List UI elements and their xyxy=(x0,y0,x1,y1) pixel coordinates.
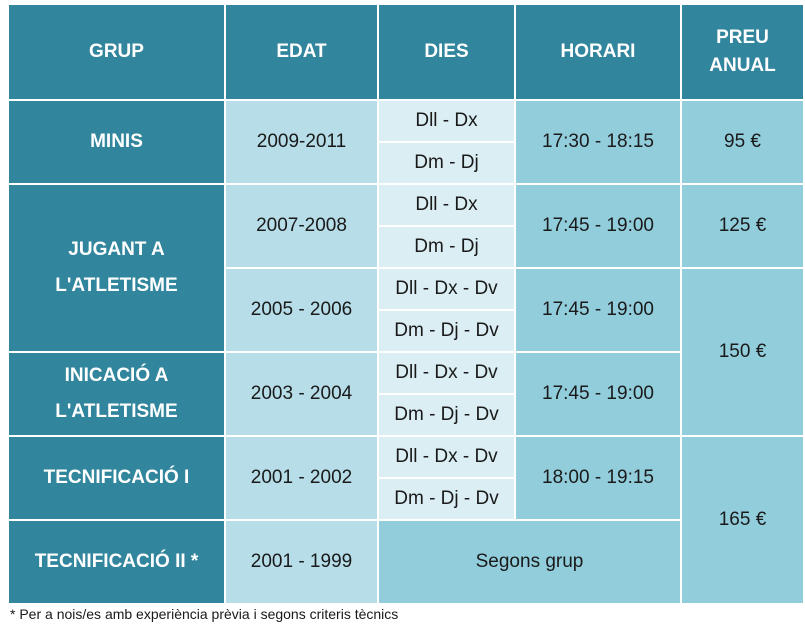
table-row: Dm - Dj - Dv xyxy=(8,309,804,353)
header-age: EDAT xyxy=(224,3,379,101)
table-row: Dm - Dj xyxy=(8,141,804,185)
days-minis-b: Dm - Dj xyxy=(377,141,516,185)
table-row: Dm - Dj - Dv xyxy=(8,393,804,437)
header-group: GRUP xyxy=(7,3,226,101)
age-jugant-2: 2005 - 2006 xyxy=(224,267,379,353)
group-tecnificacio-2: TECNIFICACIÓ II * xyxy=(7,519,226,605)
schedule-table: GRUP EDAT DIES HORARI PREU ANUAL MINIS 2… xyxy=(7,3,805,605)
price-jugant-1: 125 € xyxy=(680,183,805,269)
time-iniciacio: 17:45 - 19:00 xyxy=(514,351,682,437)
days-tecnificacio1-b: Dm - Dj - Dv xyxy=(377,477,516,521)
price-minis: 95 € xyxy=(680,99,805,185)
group-tecnificacio-1: TECNIFICACIÓ I xyxy=(7,435,226,521)
days-jugant1-b: Dm - Dj xyxy=(377,225,516,269)
table-row: Dm - Dj - Dv xyxy=(8,477,804,521)
age-tecnificacio-1: 2001 - 2002 xyxy=(224,435,379,521)
table-row: TECNIFICACIÓ I 2001 - 2002 Dll - Dx - Dv… xyxy=(7,435,805,605)
group-iniciacio: INICACIÓ A L'ATLETISME xyxy=(7,351,226,437)
table-row: Dm - Dj xyxy=(8,225,804,269)
group-jugant: JUGANT A L'ATLETISME xyxy=(7,183,226,353)
time-tecnificacio-2: Segons grup xyxy=(377,519,682,605)
table-row: TECNIFICACIÓ II * 2001 - 1999 Segons gru… xyxy=(7,519,804,605)
days-tecnificacio1-a: Dll - Dx - Dv xyxy=(377,435,516,479)
group-minis: MINIS xyxy=(7,99,226,185)
time-minis: 17:30 - 18:15 xyxy=(514,99,682,185)
days-minis-a: Dll - Dx xyxy=(377,99,516,143)
age-iniciacio: 2003 - 2004 xyxy=(224,351,379,437)
table-row: 2005 - 2006 Dll - Dx - Dv 17:45 - 19:00 … xyxy=(8,267,805,437)
table-row: MINIS 2009-2011 Dll - Dx 17:30 - 18:15 9… xyxy=(7,99,805,185)
days-jugant2-b: Dm - Dj - Dv xyxy=(377,309,516,353)
table-row: JUGANT A L'ATLETISME 2007-2008 Dll - Dx … xyxy=(7,183,805,353)
header-price: PREU ANUAL xyxy=(680,3,805,101)
price-tecnificacio: 165 € xyxy=(680,435,805,605)
header-schedule: HORARI xyxy=(514,3,682,101)
time-tecnificacio-1: 18:00 - 19:15 xyxy=(514,435,682,521)
days-jugant1-a: Dll - Dx xyxy=(377,183,516,227)
time-jugant-2: 17:45 - 19:00 xyxy=(514,267,682,353)
age-minis: 2009-2011 xyxy=(224,99,379,185)
time-jugant-1: 17:45 - 19:00 xyxy=(514,183,682,269)
header-row: GRUP EDAT DIES HORARI PREU ANUAL xyxy=(7,3,805,101)
age-tecnificacio-2: 2001 - 1999 xyxy=(224,519,379,605)
days-iniciacio-a: Dll - Dx - Dv xyxy=(377,351,516,395)
days-jugant2-a: Dll - Dx - Dv xyxy=(377,267,516,311)
footnote: * Per a nois/es amb experiència prèvia i… xyxy=(10,606,399,622)
table-row: INICACIÓ A L'ATLETISME 2003 - 2004 Dll -… xyxy=(7,351,804,437)
header-days: DIES xyxy=(377,3,516,101)
price-jugant2-iniciacio: 150 € xyxy=(680,267,805,437)
days-iniciacio-b: Dm - Dj - Dv xyxy=(377,393,516,437)
age-jugant-1: 2007-2008 xyxy=(224,183,379,269)
